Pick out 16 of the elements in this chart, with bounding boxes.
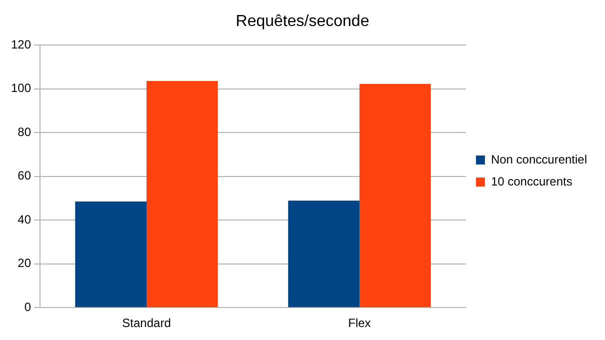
- y-tick-label: 20: [18, 256, 32, 270]
- y-tick-label: 100: [10, 81, 32, 96]
- y-tick-label: 40: [18, 212, 32, 226]
- bar: [146, 81, 218, 308]
- x-tick-label: Standard: [122, 316, 171, 330]
- bar: [75, 202, 147, 308]
- y-tick-label: 0: [24, 300, 32, 314]
- bar: [359, 84, 431, 308]
- y-tick-label: 120: [10, 38, 32, 52]
- x-tick-label: Flex: [348, 316, 371, 330]
- legend-label: Non conccurentiel: [490, 152, 588, 166]
- legend-label: 10 conccurents: [490, 174, 572, 188]
- chart-title: Requêtes/seconde: [236, 13, 370, 30]
- y-tick-label: 80: [18, 124, 32, 139]
- bar: [288, 200, 360, 308]
- y-tick-label: 60: [18, 168, 32, 183]
